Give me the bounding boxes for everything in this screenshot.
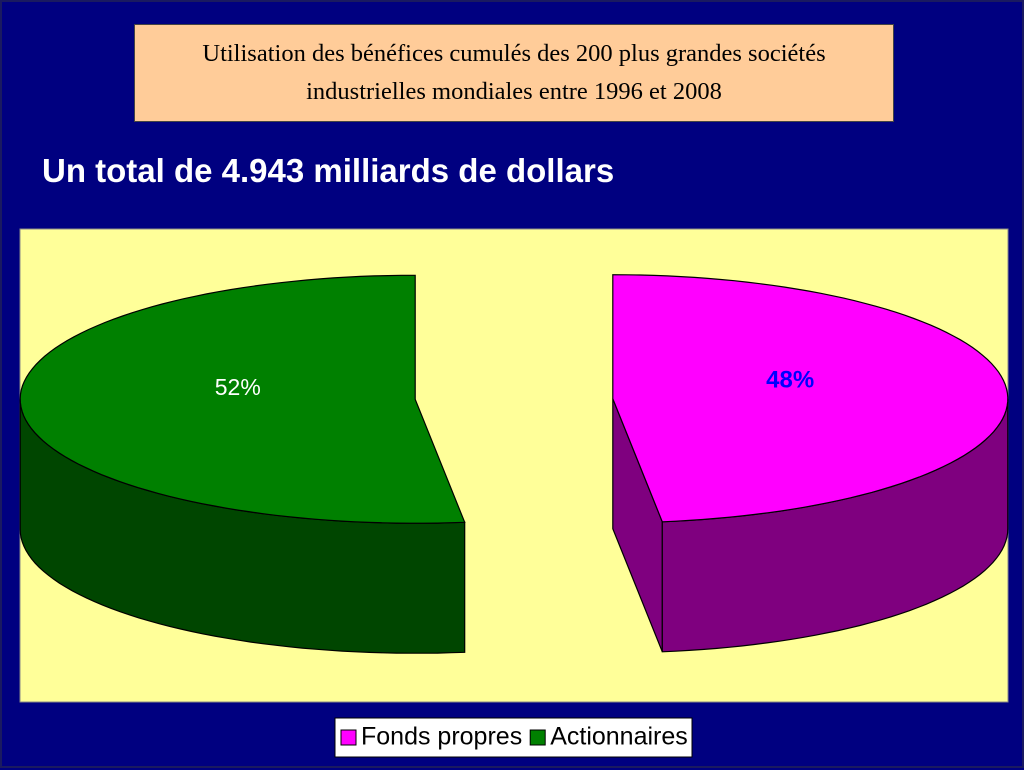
slice-top [19,274,466,524]
data-label: 52% [215,374,261,400]
slide-title: Utilisation des bénéfices cumulés des 20… [134,24,894,122]
legend [334,717,693,758]
data-label: 48% [766,367,814,394]
legend-label: Fonds propres [361,723,522,751]
slice-top [612,274,1009,523]
legend-label: Actionnaires [550,723,688,751]
legend-swatch [529,729,546,746]
chart-title: Un total de 4.943 milliards de dollars [42,152,615,189]
legend-swatch [340,729,357,746]
